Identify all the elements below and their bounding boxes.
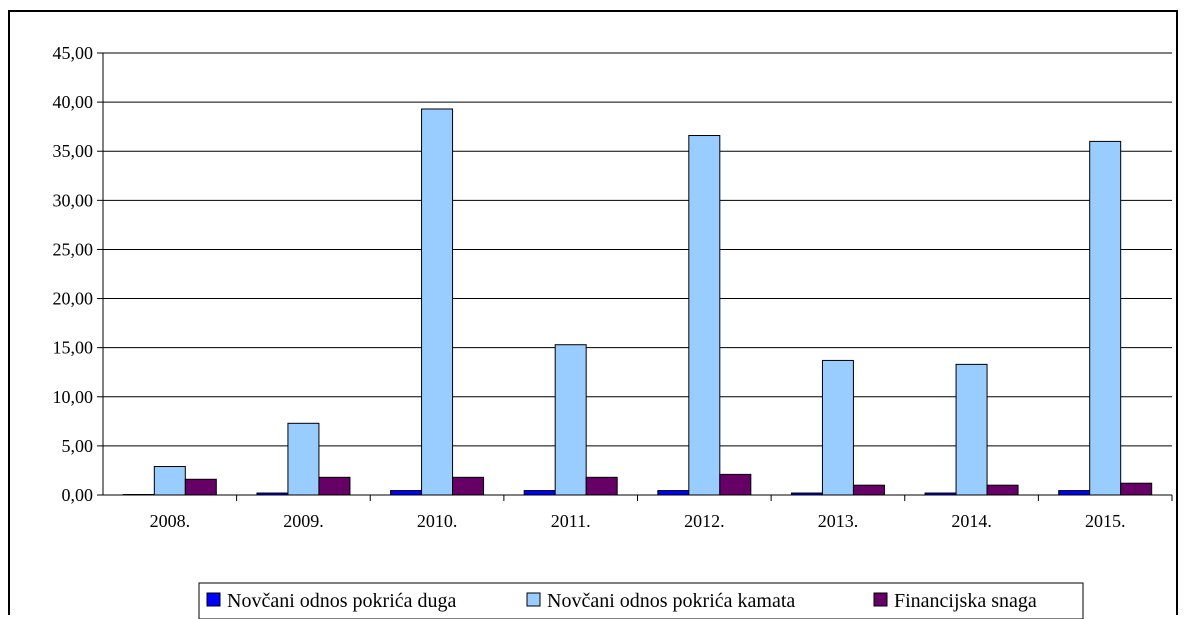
legend-label-interest: Novčani odnos pokrića kamata [547,590,795,612]
bar-strength-2015 [1121,483,1152,495]
y-tick-label: 15,00 [53,338,94,358]
y-tick-label: 20,00 [53,289,94,309]
bar-debt-2012 [658,491,689,495]
x-tick-label: 2008. [150,511,191,531]
bar-interest-2012 [689,136,720,495]
y-tick-label: 5,00 [62,436,94,456]
y-tick-label: 45,00 [53,43,94,63]
bar-strength-2009 [319,477,350,495]
bar-interest-2008 [154,467,185,495]
gridlines [97,53,1172,495]
axes [103,53,1172,501]
bar-interest-2009 [288,423,319,495]
x-tick-label: 2009. [283,511,324,531]
y-tick-label: 40,00 [53,92,94,112]
bar-debt-2010 [391,491,422,495]
legend-swatch-strength [874,593,887,606]
bar-interest-2010 [422,109,453,495]
x-tick-label: 2012. [684,511,725,531]
y-tick-labels: 0,00 5,00 10,00 15,00 20,00 25,00 30,00 35,00 40… [53,43,94,505]
bar-strength-2008 [185,479,216,495]
bar-interest-2013 [822,360,853,495]
legend-label-strength: Financijska snaga [894,590,1037,612]
y-tick-label: 10,00 [53,387,94,407]
y-tick-label: 35,00 [53,141,94,161]
x-tick-labels: 2008. 2009. 2010. 2011. 2012. 2013. 2014. 2015. [150,511,1126,531]
legend-swatch-debt [207,593,220,606]
y-tick-label: 0,00 [62,485,94,505]
bar-debt-2015 [1059,491,1090,495]
bar-debt-2011 [524,491,555,495]
bar-strength-2013 [853,485,884,495]
bar-strength-2014 [987,485,1018,495]
bar-strength-2011 [586,477,617,495]
bars [123,109,1151,495]
bar-interest-2014 [956,364,987,495]
legend-swatch-interest [527,593,540,606]
bar-strength-2012 [720,474,751,495]
x-tick-label: 2015. [1085,511,1126,531]
y-tick-label: 30,00 [53,190,94,210]
legend-label-debt: Novčani odnos pokrića duga [227,590,457,612]
x-tick-label: 2014. [951,511,992,531]
bar-interest-2011 [555,345,586,495]
x-tick-label: 2013. [818,511,859,531]
bar-strength-2010 [453,477,484,495]
legend: Novčani odnos pokrića duga Novčani odnos… [199,583,1083,619]
bar-interest-2015 [1090,141,1121,495]
x-tick-label: 2010. [417,511,458,531]
x-tick-label: 2011. [551,511,591,531]
y-tick-label: 25,00 [53,239,94,259]
